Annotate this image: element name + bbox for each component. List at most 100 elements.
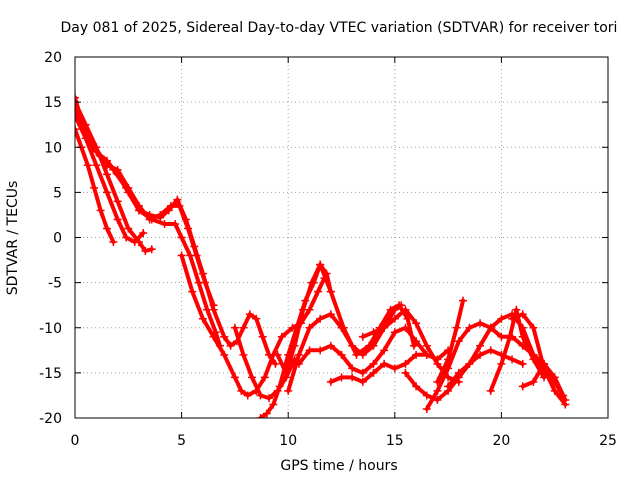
data-point-marker	[183, 224, 192, 233]
data-point-marker	[369, 328, 378, 337]
data-point-marker	[380, 346, 389, 355]
data-point-marker	[358, 368, 367, 377]
data-point-marker	[348, 341, 357, 350]
data-point-marker	[239, 350, 248, 359]
data-point-marker	[412, 337, 421, 346]
data-point-marker	[476, 350, 485, 359]
data-point-marker	[177, 233, 186, 242]
data-point-marker	[316, 314, 325, 323]
data-point-marker	[444, 355, 453, 364]
data-point-marker	[96, 206, 105, 215]
y-axis-label: SDTVAR / TECUs	[5, 181, 21, 296]
data-point-marker	[220, 332, 229, 341]
data-point-marker	[529, 377, 538, 386]
data-point-marker	[486, 386, 495, 395]
data-point-marker	[326, 310, 335, 319]
series-arc-8	[220, 310, 280, 368]
data-point-marker	[92, 161, 101, 170]
data-point-marker	[497, 359, 506, 368]
data-point-marker	[273, 350, 282, 359]
data-point-marker	[265, 394, 274, 403]
data-point-marker	[459, 296, 468, 305]
chart-title: Day 081 of 2025, Sidereal Day-to-day VTE…	[61, 20, 618, 36]
data-point-marker	[75, 102, 79, 111]
data-point-marker	[130, 238, 139, 247]
data-point-marker	[508, 314, 517, 323]
data-point-marker	[412, 350, 421, 359]
data-point-marker	[230, 373, 239, 382]
data-point-marker	[265, 350, 274, 359]
x-axis-label: GPS time / hours	[280, 458, 397, 474]
data-point-marker	[198, 314, 207, 323]
x-tick-label: 25	[599, 433, 617, 449]
data-point-marker	[369, 359, 378, 368]
data-point-marker	[380, 359, 389, 368]
data-point-marker	[156, 210, 165, 219]
data-point-marker	[307, 278, 316, 287]
data-point-marker	[422, 341, 431, 350]
data-point-marker	[337, 373, 346, 382]
data-point-marker	[201, 278, 210, 287]
series-arc-14	[326, 346, 453, 386]
data-point-marker	[433, 359, 442, 368]
data-point-marker	[141, 247, 150, 256]
x-tick-label: 20	[492, 433, 510, 449]
data-point-marker	[390, 305, 399, 314]
series-group	[75, 93, 570, 418]
data-point-marker	[401, 368, 410, 377]
y-tick-label: 20	[44, 50, 62, 66]
y-tick-label: -5	[48, 276, 62, 292]
data-point-marker	[188, 287, 197, 296]
data-point-marker	[256, 414, 265, 418]
data-point-marker	[209, 301, 218, 310]
data-point-marker	[113, 197, 122, 206]
series-arc-6	[102, 161, 218, 310]
data-point-marker	[314, 287, 323, 296]
data-point-marker	[102, 188, 111, 197]
data-point-marker	[422, 404, 431, 413]
series-line	[75, 113, 146, 244]
data-point-marker	[226, 341, 235, 350]
data-point-marker	[245, 310, 254, 319]
series-line	[75, 104, 222, 348]
data-point-marker	[271, 359, 280, 368]
data-point-marker	[173, 195, 182, 204]
data-point-marker	[96, 152, 105, 161]
data-point-marker	[282, 368, 291, 377]
data-point-marker	[145, 215, 154, 224]
x-tick-label: 10	[279, 433, 297, 449]
data-point-marker	[252, 314, 261, 323]
data-point-marker	[505, 332, 514, 341]
data-point-marker	[102, 170, 111, 179]
data-point-marker	[294, 350, 303, 359]
data-point-marker	[326, 341, 335, 350]
data-point-marker	[518, 310, 527, 319]
data-point-marker	[171, 219, 180, 228]
data-point-marker	[326, 377, 335, 386]
data-point-marker	[486, 346, 495, 355]
data-point-marker	[497, 332, 506, 341]
data-point-marker	[299, 305, 308, 314]
data-point-marker	[550, 377, 559, 386]
data-point-marker	[540, 359, 549, 368]
data-point-marker	[422, 391, 431, 400]
data-point-marker	[102, 161, 111, 170]
data-point-marker	[358, 377, 367, 386]
data-point-marker	[316, 260, 325, 269]
data-point-marker	[529, 355, 538, 364]
series-line	[435, 298, 465, 384]
data-point-marker	[75, 125, 79, 134]
data-point-marker	[258, 332, 267, 341]
data-point-marker	[175, 201, 184, 210]
data-point-marker	[243, 391, 252, 400]
data-point-marker	[139, 228, 148, 237]
data-point-marker	[134, 201, 143, 210]
data-point-marker	[102, 224, 111, 233]
data-point-marker	[454, 368, 463, 377]
data-point-marker	[518, 359, 527, 368]
data-point-marker	[230, 323, 239, 332]
data-point-marker	[294, 359, 303, 368]
data-point-marker	[284, 386, 293, 395]
data-point-marker	[412, 382, 421, 391]
